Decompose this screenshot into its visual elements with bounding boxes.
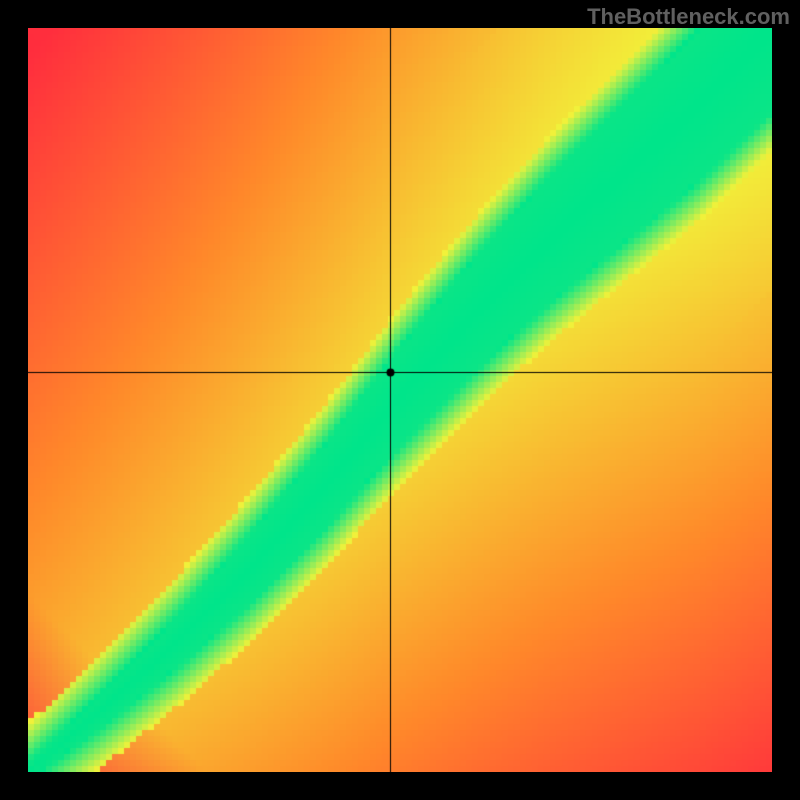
watermark-text: TheBottleneck.com [587, 4, 790, 30]
heatmap-canvas [28, 28, 772, 772]
chart-container: TheBottleneck.com [0, 0, 800, 800]
plot-area [28, 28, 772, 772]
